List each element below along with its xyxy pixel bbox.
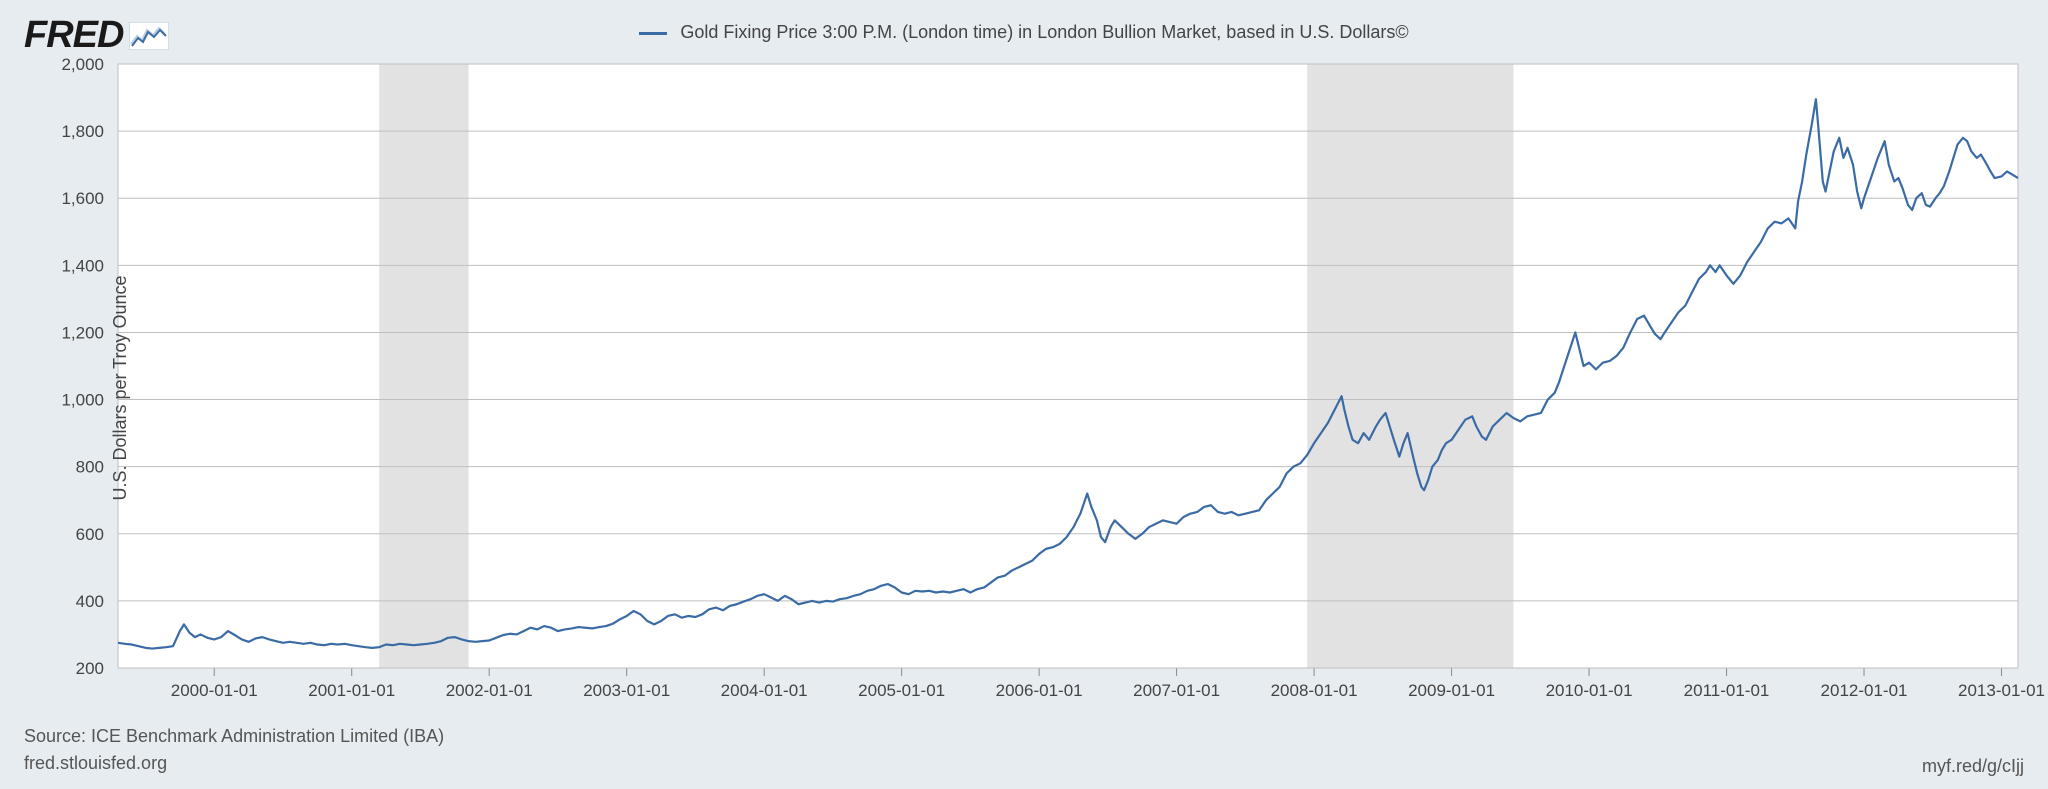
x-tick-label: 2007-01-01 (1133, 681, 1220, 700)
chart-container: U.S. Dollars per Troy Ounce 200 400 600 800… (0, 58, 2048, 718)
x-tick-label: 2013-01-01 (1958, 681, 2045, 700)
x-tick-label: 2009-01-01 (1408, 681, 1495, 700)
y-tick-label: 1,400 (61, 256, 104, 275)
y-tick-label: 600 (76, 525, 104, 544)
x-tick-label: 2005-01-01 (858, 681, 945, 700)
x-tick-label: 2001-01-01 (308, 681, 395, 700)
line-chart: 200 400 600 800 1,000 1,200 1,400 1,600 1,800 2,0… (0, 58, 2048, 718)
y-tick-label: 400 (76, 592, 104, 611)
recession-band (1307, 64, 1513, 668)
y-tick-label: 200 (76, 659, 104, 678)
y-tick-label: 1,800 (61, 122, 104, 141)
recession-band (379, 64, 468, 668)
y-tick-label: 800 (76, 458, 104, 477)
x-tick-label: 2006-01-01 (996, 681, 1083, 700)
x-tick-label: 2010-01-01 (1546, 681, 1633, 700)
x-tick-label: 2012-01-01 (1821, 681, 1908, 700)
site-text: fred.stlouisfed.org (24, 750, 444, 777)
x-tick-label: 2004-01-01 (721, 681, 808, 700)
x-tick-label: 2003-01-01 (583, 681, 670, 700)
source-text: Source: ICE Benchmark Administration Lim… (24, 723, 444, 750)
legend-label: Gold Fixing Price 3:00 P.M. (London time… (680, 22, 1408, 42)
x-tick-label: 2002-01-01 (446, 681, 533, 700)
y-tick-label: 1,600 (61, 189, 104, 208)
x-tick-label: 2000-01-01 (171, 681, 258, 700)
x-tick-label: 2008-01-01 (1271, 681, 1358, 700)
y-tick-label: 1,000 (61, 391, 104, 410)
y-tick-label: 2,000 (61, 58, 104, 74)
short-link: myf.red/g/cIjj (1922, 756, 2024, 777)
y-axis-label: U.S. Dollars per Troy Ounce (110, 275, 131, 500)
x-tick-label: 2011-01-01 (1684, 681, 1770, 700)
legend-swatch (639, 32, 667, 35)
chart-footer: Source: ICE Benchmark Administration Lim… (24, 723, 2024, 777)
y-tick-label: 1,200 (61, 323, 104, 342)
chart-legend: Gold Fixing Price 3:00 P.M. (London time… (0, 22, 2048, 43)
